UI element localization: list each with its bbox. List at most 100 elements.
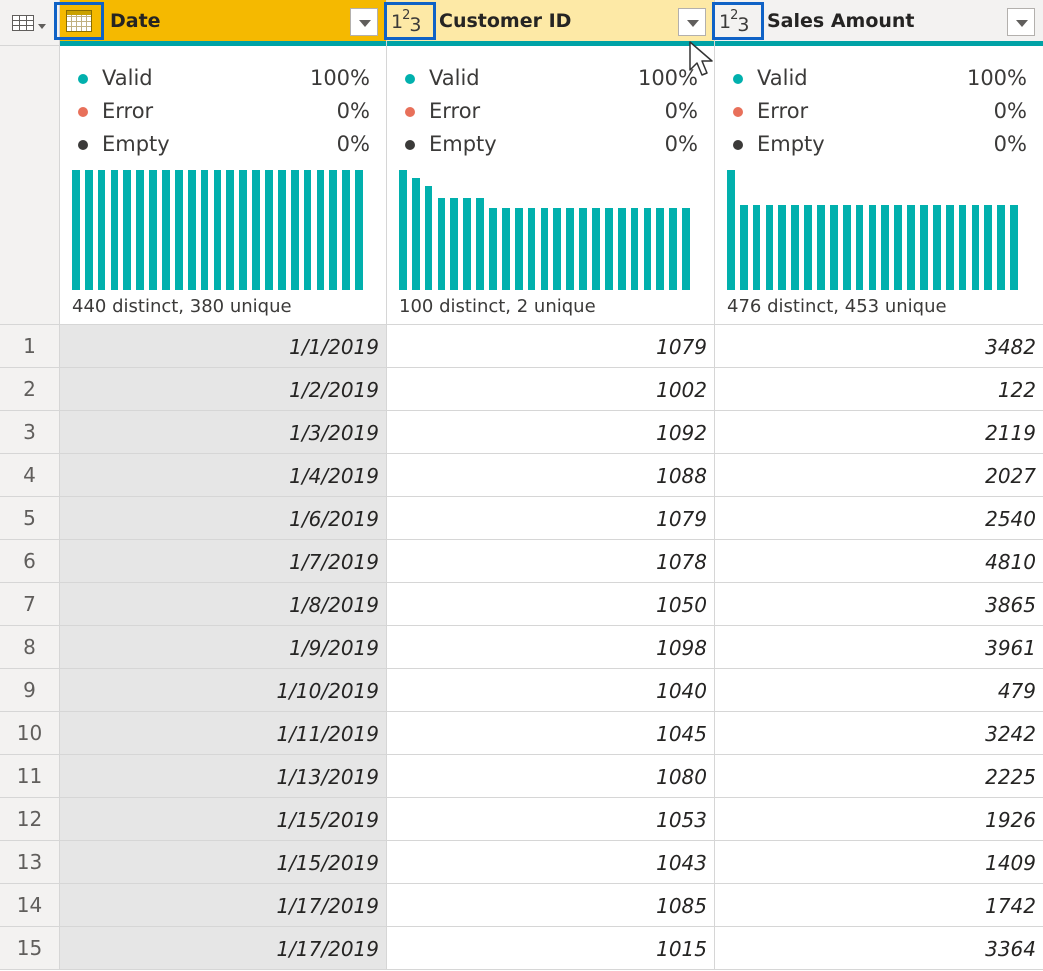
row-number[interactable]: 4 — [0, 454, 60, 497]
sales-amount-cell[interactable]: 3961 — [715, 626, 1043, 669]
date-cell[interactable]: 1/3/2019 — [60, 411, 387, 454]
table-row[interactable]: 7 1/8/2019 1050 3865 — [0, 583, 1043, 626]
histogram-bar[interactable] — [881, 204, 890, 290]
row-number[interactable]: 15 — [0, 927, 60, 970]
histogram-bar[interactable] — [997, 204, 1005, 290]
histogram-bar[interactable] — [450, 197, 459, 290]
date-cell[interactable]: 1/1/2019 — [60, 325, 387, 368]
row-number[interactable]: 5 — [0, 497, 60, 540]
number-type-button[interactable]: 123 — [712, 2, 764, 40]
column-filter-dropdown[interactable] — [350, 8, 378, 36]
histogram-bar[interactable] — [958, 204, 967, 290]
column-filter-dropdown[interactable] — [678, 8, 706, 36]
table-row[interactable]: 11 1/13/2019 1080 2225 — [0, 755, 1043, 798]
table-row[interactable]: 4 1/4/2019 1088 2027 — [0, 454, 1043, 497]
customer-id-cell[interactable]: 1079 — [387, 497, 715, 540]
table-row[interactable]: 9 1/10/2019 1040 479 — [0, 669, 1043, 712]
histogram-bar[interactable] — [778, 204, 787, 290]
row-number[interactable]: 13 — [0, 841, 60, 884]
sales-amount-cell[interactable]: 2225 — [715, 755, 1043, 798]
row-number[interactable]: 14 — [0, 884, 60, 927]
histogram-bar[interactable] — [566, 208, 575, 290]
customer-id-cell[interactable]: 1085 — [387, 884, 715, 927]
row-number[interactable]: 9 — [0, 669, 60, 712]
histogram-bar[interactable] — [476, 197, 484, 290]
histogram-bar[interactable] — [868, 204, 877, 290]
column-header-sales-amount[interactable]: 123 Sales Amount — [712, 0, 1043, 46]
histogram-bar[interactable] — [894, 204, 903, 290]
histogram-bar[interactable] — [1010, 204, 1018, 290]
histogram-bar[interactable] — [97, 170, 106, 290]
date-cell[interactable]: 1/15/2019 — [60, 798, 387, 841]
histogram-bar[interactable] — [316, 170, 325, 290]
histogram-bar[interactable] — [303, 170, 312, 290]
histogram-bar[interactable] — [579, 208, 587, 290]
histogram-bar[interactable] — [791, 204, 800, 290]
histogram-bar[interactable] — [200, 170, 209, 290]
histogram-bar[interactable] — [592, 208, 600, 290]
histogram-bar[interactable] — [329, 170, 338, 290]
sales-amount-cell[interactable]: 4810 — [715, 540, 1043, 583]
value-distribution-chart[interactable] — [72, 170, 368, 290]
histogram-bar[interactable] — [643, 208, 652, 290]
histogram-bar[interactable] — [437, 197, 446, 290]
histogram-bar[interactable] — [727, 170, 735, 290]
histogram-bar[interactable] — [682, 208, 690, 290]
table-row[interactable]: 8 1/9/2019 1098 3961 — [0, 626, 1043, 669]
histogram-bar[interactable] — [489, 208, 497, 290]
date-cell[interactable]: 1/2/2019 — [60, 368, 387, 411]
histogram-bar[interactable] — [527, 208, 536, 290]
table-row[interactable]: 1 1/1/2019 1079 3482 — [0, 325, 1043, 368]
customer-id-cell[interactable]: 1045 — [387, 712, 715, 755]
histogram-bar[interactable] — [842, 204, 851, 290]
row-number[interactable]: 11 — [0, 755, 60, 798]
histogram-bar[interactable] — [669, 208, 677, 290]
sales-amount-cell[interactable]: 3242 — [715, 712, 1043, 755]
histogram-bar[interactable] — [907, 204, 915, 290]
row-number[interactable]: 10 — [0, 712, 60, 755]
column-header-date[interactable]: Date — [54, 0, 387, 46]
histogram-bar[interactable] — [290, 170, 299, 290]
date-cell[interactable]: 1/17/2019 — [60, 884, 387, 927]
date-cell[interactable]: 1/4/2019 — [60, 454, 387, 497]
histogram-bar[interactable] — [765, 204, 774, 290]
date-cell[interactable]: 1/15/2019 — [60, 841, 387, 884]
sales-amount-cell[interactable]: 2027 — [715, 454, 1043, 497]
histogram-bar[interactable] — [399, 170, 407, 290]
histogram-bar[interactable] — [411, 178, 420, 290]
table-row[interactable]: 12 1/15/2019 1053 1926 — [0, 798, 1043, 841]
customer-id-cell[interactable]: 1078 — [387, 540, 715, 583]
histogram-bar[interactable] — [553, 208, 562, 290]
row-number[interactable]: 7 — [0, 583, 60, 626]
customer-id-cell[interactable]: 1053 — [387, 798, 715, 841]
histogram-bar[interactable] — [855, 204, 864, 290]
histogram-bar[interactable] — [187, 170, 196, 290]
table-options-button[interactable] — [0, 0, 60, 46]
date-cell[interactable]: 1/13/2019 — [60, 755, 387, 798]
customer-id-cell[interactable]: 1002 — [387, 368, 715, 411]
row-number[interactable]: 3 — [0, 411, 60, 454]
sales-amount-cell[interactable]: 122 — [715, 368, 1043, 411]
histogram-bar[interactable] — [501, 208, 510, 290]
value-distribution-chart[interactable] — [399, 170, 695, 290]
sales-amount-cell[interactable]: 1742 — [715, 884, 1043, 927]
histogram-bar[interactable] — [971, 204, 980, 290]
value-distribution-chart[interactable] — [727, 170, 1023, 290]
date-cell[interactable]: 1/11/2019 — [60, 712, 387, 755]
histogram-bar[interactable] — [829, 204, 838, 290]
customer-id-cell[interactable]: 1043 — [387, 841, 715, 884]
histogram-bar[interactable] — [110, 170, 119, 290]
histogram-bar[interactable] — [617, 208, 626, 290]
date-type-button[interactable] — [54, 2, 104, 40]
date-cell[interactable]: 1/8/2019 — [60, 583, 387, 626]
histogram-bar[interactable] — [123, 170, 132, 290]
histogram-bar[interactable] — [984, 204, 993, 290]
row-number[interactable]: 12 — [0, 798, 60, 841]
histogram-bar[interactable] — [239, 170, 248, 290]
histogram-bar[interactable] — [355, 170, 363, 290]
histogram-bar[interactable] — [162, 170, 170, 290]
histogram-bar[interactable] — [752, 204, 761, 290]
customer-id-cell[interactable]: 1080 — [387, 755, 715, 798]
sales-amount-cell[interactable]: 2540 — [715, 497, 1043, 540]
customer-id-cell[interactable]: 1050 — [387, 583, 715, 626]
